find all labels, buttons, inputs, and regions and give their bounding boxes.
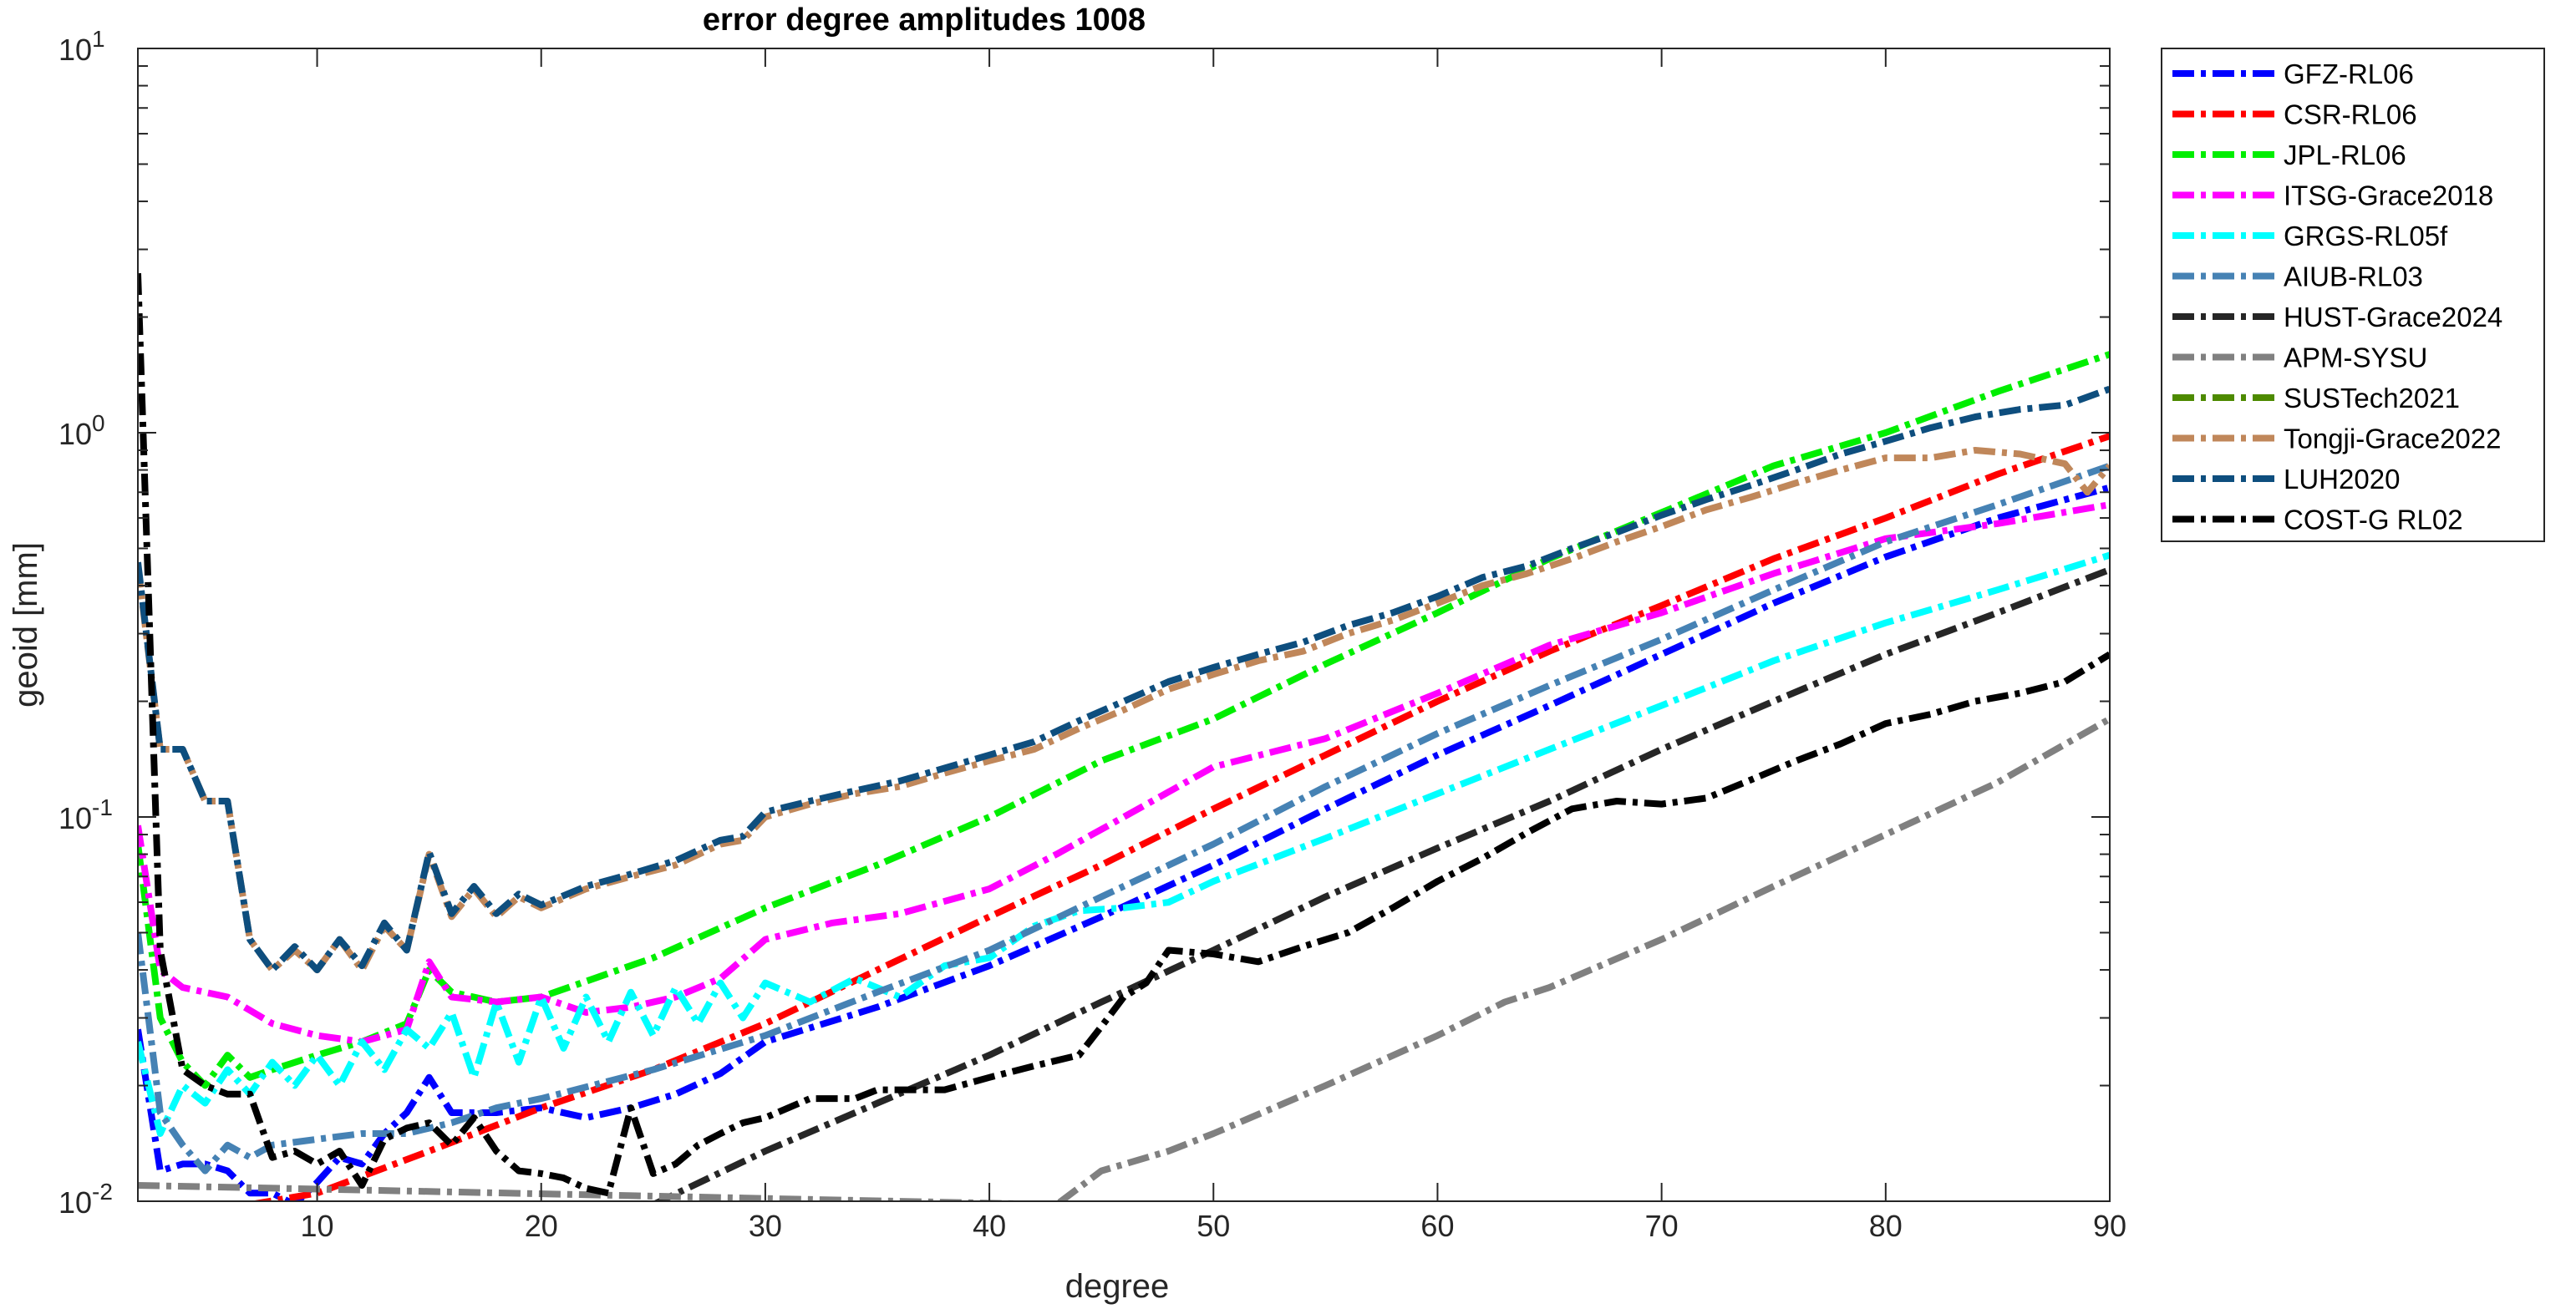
- y-tick-label: 10-1: [58, 794, 113, 835]
- series-line-jpl-rl06: [138, 351, 2110, 1089]
- legend-label: AIUB-RL03: [2284, 261, 2423, 292]
- y-tick-label: 10-2: [58, 1179, 113, 1220]
- series-line-itsg-grace2018: [138, 501, 2110, 1046]
- x-tick-label-60: 60: [1420, 1209, 1454, 1243]
- x-tick-label-30: 30: [749, 1209, 782, 1243]
- x-tick-label-20: 20: [525, 1209, 558, 1243]
- x-tick-label-70: 70: [1645, 1209, 1679, 1243]
- x-tick-label-90: 90: [2093, 1209, 2126, 1243]
- plot-area: 10 20 30 40 50 60 70 80 90 10-2 10-1 100 101: [58, 26, 2126, 1243]
- legend-label: Tongji-Grace2022: [2284, 424, 2502, 454]
- x-tick-label-80: 80: [1869, 1209, 1903, 1243]
- y-tick-label: 101: [58, 26, 105, 67]
- legend-label: SUSTech2021: [2284, 383, 2460, 414]
- x-axis-label: degree: [1065, 1268, 1170, 1305]
- plot-frame: [137, 48, 2111, 1202]
- series-line-grgs-rl05f: [138, 551, 2110, 1137]
- legend-label: GRGS-RL05f: [2284, 221, 2448, 251]
- legend-label: COST-G RL02: [2284, 505, 2463, 535]
- y-tick-label: 100: [58, 410, 105, 451]
- legend-label: ITSG-Grace2018: [2284, 180, 2493, 211]
- x-tick-label-10: 10: [301, 1209, 334, 1243]
- y-axis-label: geoid [mm]: [8, 542, 44, 708]
- chart-title: error degree amplitudes 1008: [703, 3, 1146, 38]
- x-tick-label-40: 40: [973, 1209, 1006, 1243]
- series-line-csr-rl06: [249, 433, 2110, 1201]
- series-line-apm-sysu: [138, 716, 2110, 1201]
- legend-label: HUST-Grace2024: [2284, 302, 2502, 332]
- legend-label: LUH2020: [2284, 464, 2400, 495]
- legend-label: APM-SYSU: [2284, 342, 2427, 373]
- legend-label: GFZ-RL06: [2284, 58, 2414, 89]
- series-line-gfz-rl06: [138, 484, 2110, 1201]
- series-line-cost-g-rl02: [138, 272, 2110, 1197]
- legend-label: CSR-RL06: [2284, 99, 2417, 130]
- x-tick-label-50: 50: [1197, 1209, 1230, 1243]
- series-line-luh2020: [138, 385, 2110, 974]
- ticks-layer: 10 20 30 40 50 60 70 80 90 10-2 10-1 100 101: [58, 26, 2126, 1243]
- series-line-aiub-rl03: [138, 462, 2110, 1175]
- legend: GFZ-RL06 CSR-RL06 JPL-RL06 ITSG-Grace2018 GR…: [2161, 48, 2545, 542]
- plot-background: [138, 48, 2110, 1201]
- series-line-hust-grace2024: [652, 566, 2110, 1201]
- legend-box: [2161, 48, 2545, 542]
- series-layer: [138, 272, 2110, 1201]
- legend-label: JPL-RL06: [2284, 140, 2406, 170]
